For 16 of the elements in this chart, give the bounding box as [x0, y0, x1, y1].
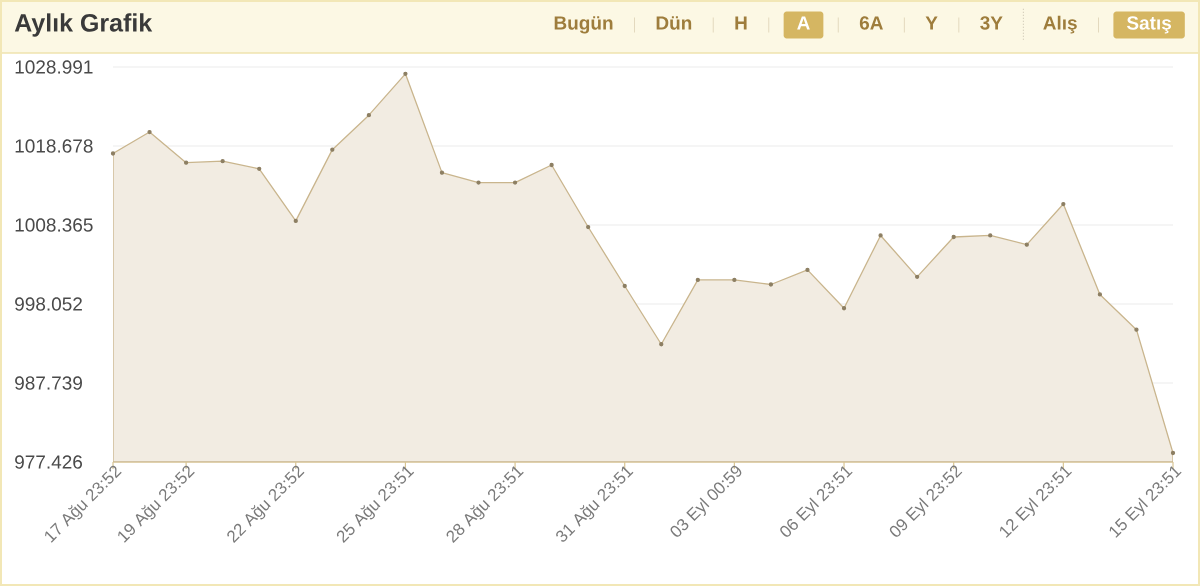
text: Satış — [1126, 16, 1172, 34]
y-tick-label: 977.426 — [15, 455, 83, 469]
chart-title: Aylık Grafik — [14, 13, 153, 37]
y-tick-label: 987.739 — [15, 376, 82, 390]
text: 3Y — [980, 16, 1003, 30]
text: Alış — [1043, 15, 1077, 34]
text: A — [797, 16, 810, 30]
y-tick-label: 1018.678 — [15, 139, 93, 153]
text: Bugün — [554, 16, 613, 34]
text: Dün — [656, 16, 692, 30]
y-tick-label: 1008.365 — [15, 218, 93, 232]
y-tick-label: 998.052 — [15, 297, 82, 311]
text: H — [735, 16, 747, 30]
y-tick-label: 1028.991 — [15, 60, 93, 74]
text: Y — [925, 16, 938, 30]
text: 6A — [859, 16, 883, 30]
